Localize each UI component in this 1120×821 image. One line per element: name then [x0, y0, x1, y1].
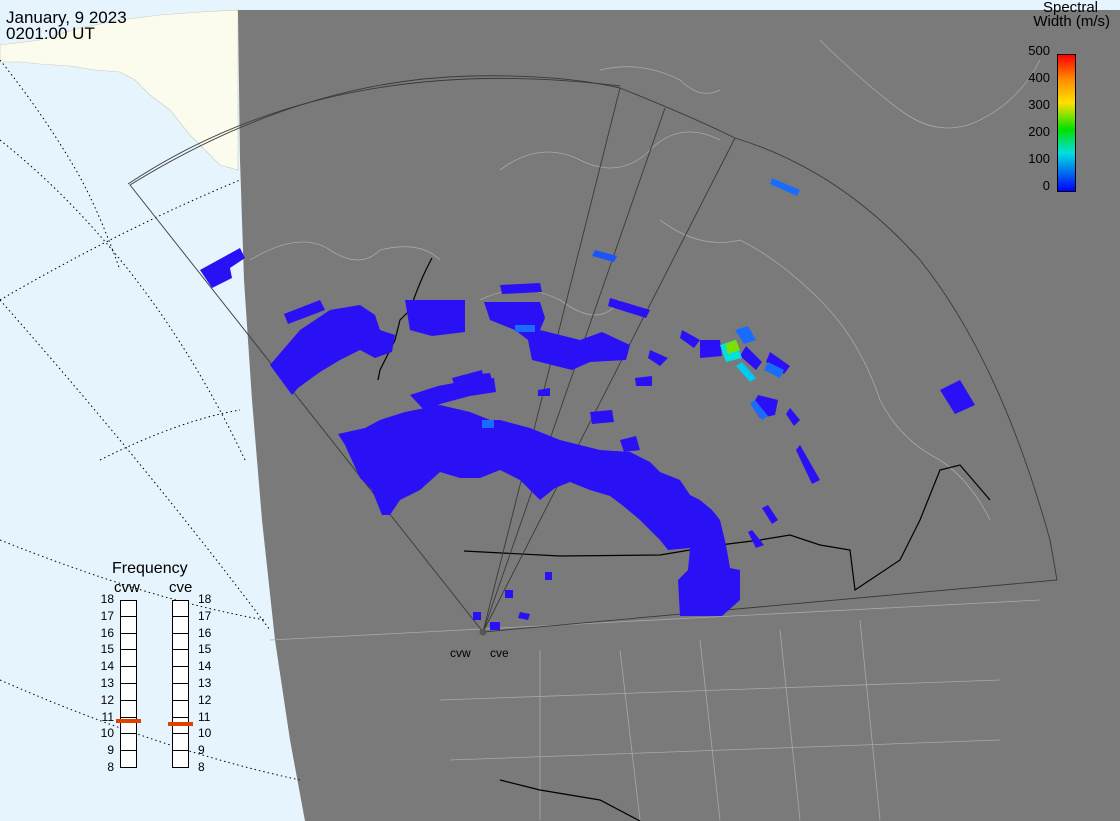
- frequency-tick-label: 12: [100, 692, 114, 707]
- frequency-tick-label: 14: [198, 659, 212, 674]
- frequency-tick-label: 8: [198, 760, 205, 774]
- frequency-box: [172, 650, 189, 668]
- colorbar-tick-400: 400: [1028, 70, 1050, 85]
- frequency-tick-label: 15: [100, 642, 114, 657]
- colorbar-tick-500: 500: [1028, 43, 1050, 58]
- colorbar-title-line1: Spectral: [1042, 0, 1098, 16]
- frequency-box: [172, 667, 189, 684]
- frequency-box: [172, 616, 189, 634]
- frequency-tick-label: 16: [198, 625, 212, 640]
- graticule: [0, 59, 301, 781]
- frequency-box: [172, 734, 189, 752]
- colorbar-tick-100: 100: [1028, 151, 1050, 166]
- frequency-tick-label: 8: [107, 760, 114, 774]
- frequency-box: [172, 700, 189, 718]
- scatter-echoes-high-width: [482, 178, 800, 428]
- frequency-box: [172, 600, 189, 617]
- frequency-tick-label: 9: [107, 743, 114, 758]
- frequency-box: [172, 684, 189, 701]
- time-label: 0201:00 UT: [6, 24, 95, 43]
- frequency-box: [120, 751, 137, 768]
- colorbar-title-line2: Width (m/s): [1033, 13, 1110, 30]
- frequency-box: [120, 667, 137, 684]
- frequency-box: [120, 700, 137, 718]
- frequency-tick-label: 11: [198, 709, 211, 724]
- alaska-land: [0, 9, 239, 171]
- frequency-box: [120, 684, 137, 701]
- frequency-radar-cvw: cvw: [114, 579, 140, 596]
- coastlines: [249, 39, 1041, 821]
- frequency-tick-label: 14: [100, 659, 114, 674]
- frequency-tick-label: 17: [100, 608, 114, 623]
- frequency-tick-label: 17: [198, 608, 212, 623]
- frequency-tick-label: 9: [198, 743, 205, 758]
- frequency-tick-label: 13: [198, 676, 212, 690]
- frequency-box: [120, 616, 137, 634]
- date-label: January, 9 2023: [6, 8, 127, 27]
- frequency-box: [120, 734, 137, 752]
- frequency-box: [120, 633, 137, 651]
- frequency-tick-label: 15: [198, 642, 212, 657]
- frequency-tick-label: 12: [198, 692, 212, 707]
- frequency-box: [120, 600, 137, 617]
- frequency-box: [172, 633, 189, 651]
- scatter-echoes: [200, 248, 975, 630]
- frequency-tick-label: 10: [198, 726, 212, 741]
- frequency-title: Frequency: [112, 560, 188, 577]
- frequency-tick-label: 16: [100, 625, 114, 640]
- boundaries: [377, 257, 991, 821]
- frequency-tick-label: 18: [198, 592, 212, 606]
- frequency-box: [172, 751, 189, 768]
- site-label-cve: cve: [490, 646, 509, 660]
- frequency-marker-cve: [168, 722, 193, 727]
- colorbar-tick-300: 300: [1028, 97, 1050, 112]
- colorbar-tick-0: 0: [1042, 178, 1050, 193]
- radar-site-marker: [479, 628, 487, 636]
- frequency-box: [120, 650, 137, 668]
- night-shadow: [238, 10, 1120, 821]
- colorbar-gradient: [1057, 54, 1076, 192]
- fields-of-view: [127, 75, 1058, 633]
- frequency-radar-cve: cve: [169, 579, 193, 596]
- frequency-tick-label: 13: [100, 676, 114, 690]
- site-label-cvw: cvw: [450, 646, 471, 660]
- frequency-marker-cvw: [116, 718, 141, 723]
- frequency-tick-label: 10: [100, 726, 114, 741]
- frequency-tick-label: 11: [101, 709, 114, 724]
- frequency-tick-label: 18: [100, 592, 114, 606]
- colorbar-tick-200: 200: [1028, 124, 1050, 139]
